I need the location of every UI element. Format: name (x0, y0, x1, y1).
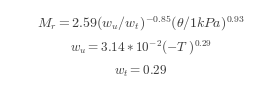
Text: $w_u = 3.14 * 10^{-2}(-T\ )^{0.29}$: $w_u = 3.14 * 10^{-2}(-T\ )^{0.29}$ (70, 39, 212, 57)
Text: $w_t = 0.29$: $w_t = 0.29$ (114, 63, 167, 79)
Text: $M_r = 2.59(w_u / w_t)^{-0.85}(\theta/1kPa)^{0.93}$: $M_r = 2.59(w_u / w_t)^{-0.85}(\theta/1k… (37, 14, 245, 33)
